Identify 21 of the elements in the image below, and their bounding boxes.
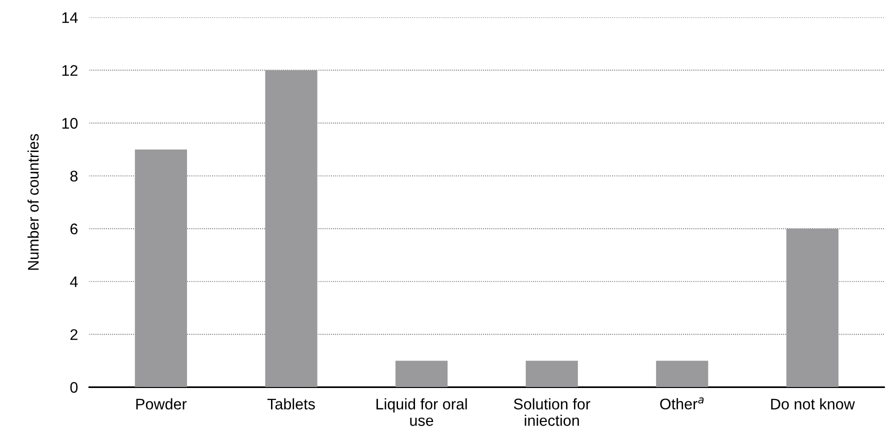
x-tick-label: Powder — [136, 398, 187, 410]
x-tick-label: Tablets — [267, 398, 315, 410]
bar — [395, 360, 448, 388]
x-tick-label: Solution for iniection — [514, 398, 590, 426]
y-axis-title: Number of countries — [28, 134, 39, 270]
y-tick-label: 0 — [70, 382, 78, 393]
bar — [265, 70, 318, 388]
x-tick-label: Other$^{a}$ — [660, 397, 704, 410]
y-tick-label: 4 — [70, 276, 78, 288]
y-tick-label: 8 — [70, 170, 78, 182]
x-tick-label: Liquid for oral use — [376, 398, 467, 426]
y-tick-label: 2 — [70, 329, 78, 340]
y-tick-label: 10 — [62, 118, 78, 129]
bar — [786, 228, 838, 388]
bar — [656, 360, 708, 388]
y-tick-label: 12 — [62, 65, 78, 76]
bar — [134, 149, 188, 388]
y-tick-label: 14 — [62, 12, 78, 23]
bar — [526, 360, 578, 388]
y-tick-label: 6 — [70, 224, 78, 234]
x-tick-label: Do not know — [771, 398, 855, 410]
